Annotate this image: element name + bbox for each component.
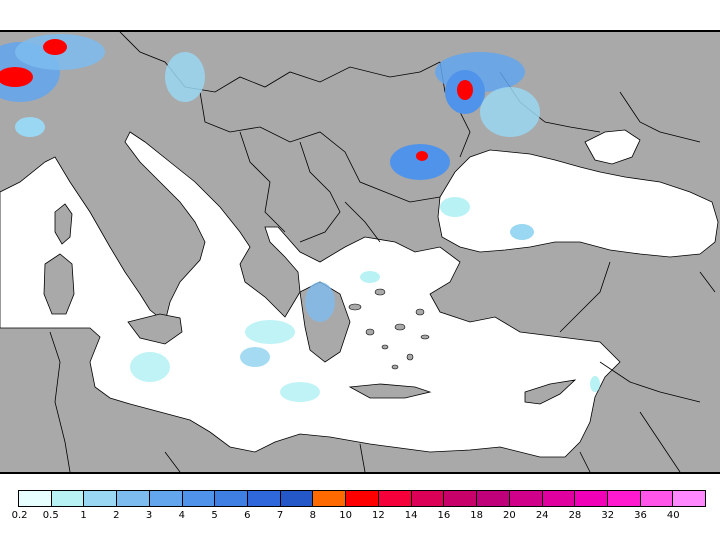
legend-tick-label: 7 — [276, 510, 284, 521]
sicily — [127, 313, 183, 345]
legend-swatch — [84, 491, 118, 506]
legend-swatch — [182, 491, 216, 506]
legend-tick-label: 18 — [470, 510, 484, 521]
legend-labels: 0.2 0.5 1 2 3 4 5 6 7 8 10 12 14 16 18 20 24 28 32 36 40 — [12, 510, 706, 526]
legend-swatch — [411, 491, 445, 506]
legend-swatch — [640, 491, 674, 506]
legend-swatch — [215, 491, 249, 506]
legend-swatch — [280, 491, 314, 506]
corsica — [54, 203, 73, 245]
legend-tick-label: 1 — [80, 510, 87, 521]
legend-tick-label: 5 — [211, 510, 218, 521]
legend-swatch — [673, 491, 706, 506]
legend-swatch — [444, 491, 478, 506]
legend-swatch — [313, 491, 347, 506]
legend-swatch — [509, 491, 543, 506]
sardinia — [43, 253, 75, 315]
legend-tick-label: 0.5 — [42, 510, 59, 521]
legend-tick-label: 20 — [503, 510, 516, 521]
legend-tick-label: 2 — [113, 510, 120, 521]
legend-tick-label: 0.2 — [11, 510, 28, 521]
legend-tick-label: 3 — [145, 510, 153, 521]
legend-color-bar — [18, 490, 706, 507]
legend-tick-label: 8 — [309, 510, 317, 521]
precipitation-legend: 0.2 0.5 1 2 3 4 5 6 7 8 10 12 14 16 18 20 24 28 32 36 40 — [12, 490, 706, 530]
sea-of-azov — [584, 129, 641, 165]
legend-swatch — [51, 491, 85, 506]
cyprus — [524, 379, 577, 405]
legend-swatch — [117, 491, 150, 506]
legend-tick-label: 10 — [339, 510, 352, 521]
legend-swatch — [378, 491, 412, 506]
black-sea — [437, 149, 719, 258]
country-borders — [49, 32, 716, 472]
map-canvas — [0, 32, 720, 472]
legend-tick-label: 16 — [437, 510, 451, 521]
legend-swatch — [248, 491, 281, 506]
precipitation-map — [0, 30, 720, 474]
legend-swatch — [477, 491, 510, 506]
legend-tick-label: 28 — [568, 510, 582, 521]
legend-swatch — [575, 491, 608, 506]
aegean-islands — [348, 288, 430, 370]
legend-swatch — [542, 491, 576, 506]
legend-tick-label: 12 — [372, 510, 385, 521]
legend-tick-label: 14 — [404, 510, 418, 521]
legend-tick-label: 36 — [634, 510, 647, 521]
legend-tick-label: 40 — [666, 510, 680, 521]
legend-tick-label: 4 — [178, 510, 185, 521]
legend-tick-label: 6 — [244, 510, 251, 521]
legend-tick-label: 24 — [535, 510, 549, 521]
legend-swatch — [607, 491, 641, 506]
precipitation-overlay — [0, 34, 600, 402]
legend-tick-label: 32 — [601, 510, 615, 521]
crete — [348, 383, 432, 399]
legend-swatch — [19, 491, 52, 506]
legend-swatch — [346, 491, 379, 506]
legend-swatch — [149, 491, 183, 506]
